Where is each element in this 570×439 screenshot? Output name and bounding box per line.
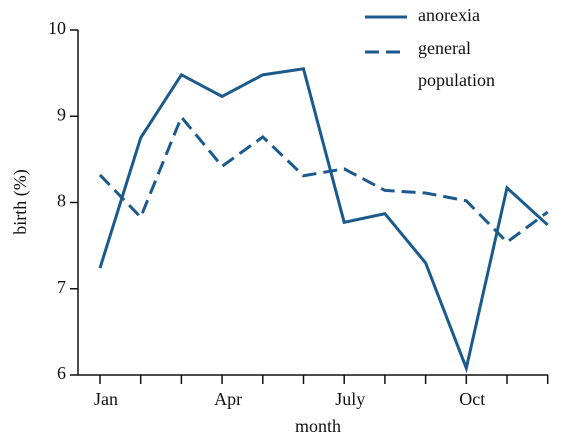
legend-label: anorexia xyxy=(418,5,480,25)
y-tick-label: 9 xyxy=(57,104,66,124)
x-axis-label: month xyxy=(295,416,341,436)
data-line xyxy=(98,67,549,374)
y-tick-label: 10 xyxy=(48,18,66,38)
x-tick-label: Jan xyxy=(94,389,118,409)
y-tick-label: 8 xyxy=(57,191,66,211)
legend-label: general population xyxy=(418,38,495,90)
data-line xyxy=(98,114,549,245)
y-tick-label: 6 xyxy=(57,363,66,383)
y-tick-label: 7 xyxy=(57,277,66,297)
x-tick-label: July xyxy=(335,389,365,409)
y-axis-label: birth (%) xyxy=(10,169,31,234)
x-tick-label: Apr xyxy=(214,389,242,409)
x-tick-label: Oct xyxy=(459,389,485,409)
